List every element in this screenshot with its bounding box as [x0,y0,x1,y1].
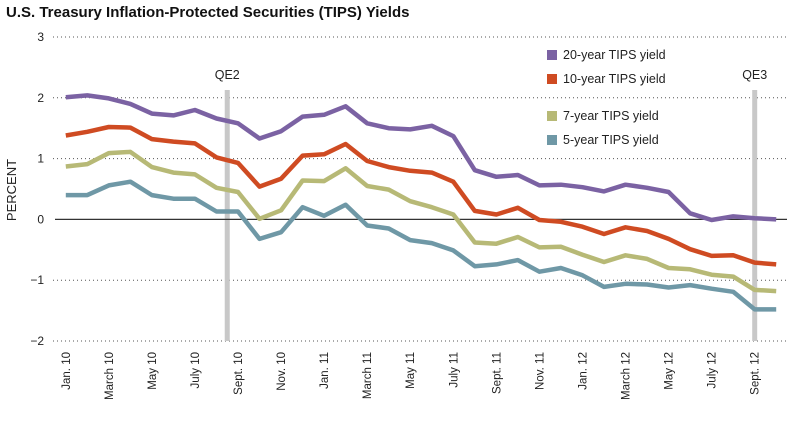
series-line [65,124,777,267]
x-tick-label: May 12 [664,352,676,390]
y-axis-label: PERCENT [4,159,19,221]
legend-label: 10-year TIPS yield [563,72,666,86]
qe-marker-bar [224,90,230,341]
grid-lines [53,36,787,342]
legend-label: 5-year TIPS yield [563,133,659,147]
annotations: QE2 QE3 [215,68,768,82]
series-lines [65,93,777,312]
x-tick-label: July 12 [707,352,719,388]
x-tick-label: Jan. 12 [577,352,589,390]
legend-label: 7-year TIPS yield [563,109,659,123]
x-tick-label: July 10 [190,352,202,388]
x-tick-label: May 11 [405,352,417,389]
y-tick-label: 2 [37,91,44,105]
qe-marker-bar [752,90,758,341]
legend-swatch [547,74,557,84]
legend-swatch [547,135,557,145]
series-line [65,149,777,294]
y-tick-label: 0 [37,212,44,226]
y-tick-label: 3 [37,30,44,44]
x-tick-label: July 11 [448,352,460,388]
qe-markers [224,90,758,341]
x-tick-label: March 12 [621,352,633,400]
x-tick-label: Jan. 11 [319,352,331,389]
x-tick-label: Sept. 11 [491,352,503,394]
legend-swatch [547,50,557,60]
y-tick-label: 1 [37,152,44,166]
series-line [65,93,777,223]
x-tick-label: Sept. 12 [750,352,762,395]
x-tick-label: Jan. 10 [61,352,73,390]
y-tick-label: −1 [30,273,44,287]
x-tick-label: March 10 [104,352,116,400]
y-axis-ticks: 3 2 1 0 −1 −2 [30,30,44,348]
x-tick-label: Nov. 10 [276,352,288,391]
series-line [65,179,777,312]
chart-title: U.S. Treasury Inflation-Protected Securi… [6,4,410,21]
legend-label: 20-year TIPS yield [563,48,666,62]
x-axis-ticks: Jan. 10 March 10 May 10 July 10 Sept. 10 Nov.… [61,352,762,400]
legend: 20-year TIPS yield 10-year TIPS yield 7-ye… [547,48,666,147]
x-tick-label: Sept. 10 [233,352,245,395]
x-tick-label: May 10 [147,352,159,390]
legend-swatch [547,111,557,121]
x-tick-label: Nov. 11 [534,352,546,390]
x-tick-label: March 11 [362,352,374,399]
qe-marker-label: QE3 [742,68,767,82]
y-tick-label: −2 [30,334,44,348]
qe-marker-label: QE2 [215,68,240,82]
